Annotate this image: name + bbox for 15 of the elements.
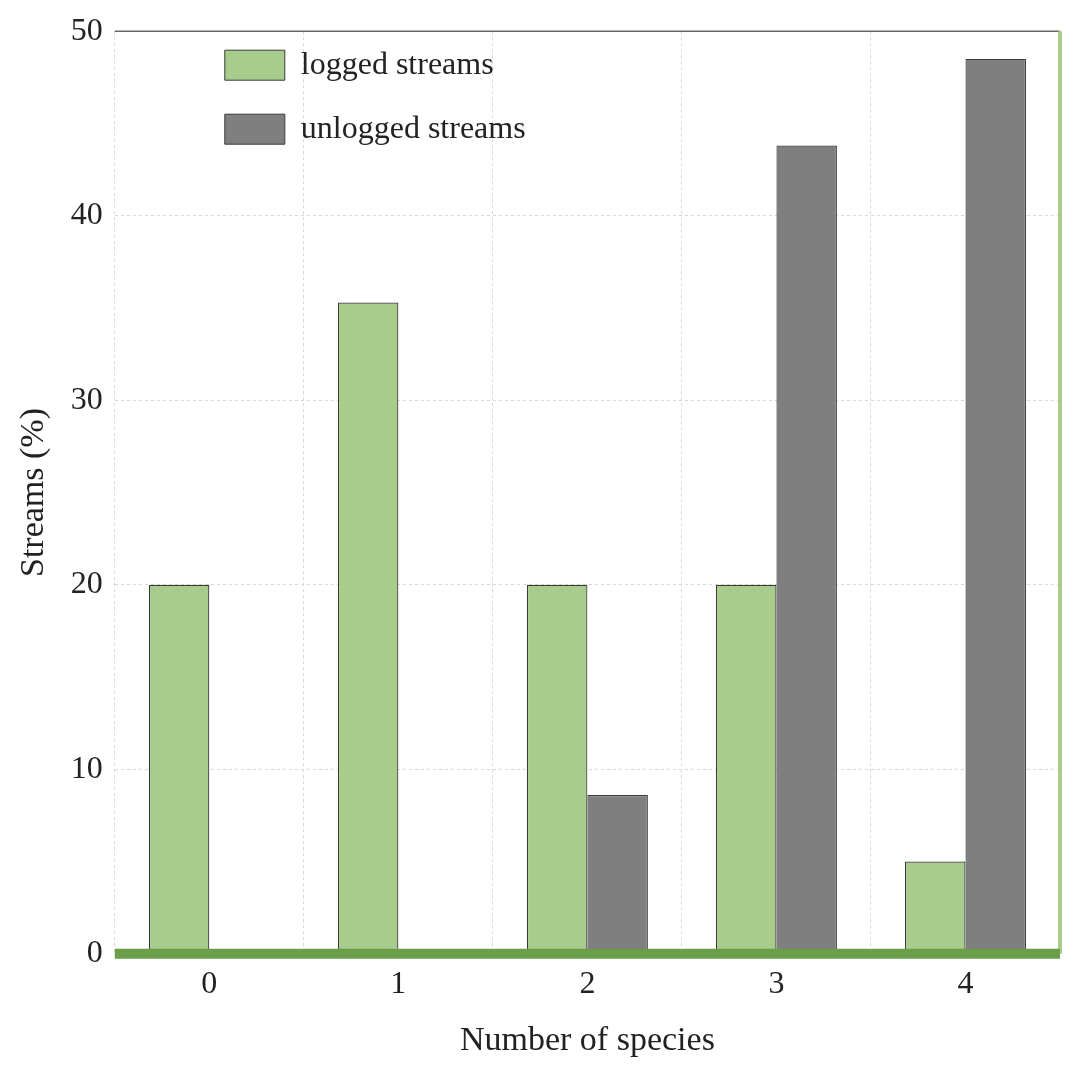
y-tick-label: 0 [86,933,103,970]
y-tick-label: 10 [70,748,103,785]
y-tick-label: 40 [70,195,103,232]
x-tick-label: 0 [201,964,218,1001]
x-axis-title: Number of species [459,1019,715,1057]
legend-label: logged streams [300,44,494,81]
y-axis-title: Streams (%) [13,407,52,578]
x-tick-label: 2 [579,964,596,1001]
y-tick-label: 50 [70,10,103,47]
y-tick-label: 30 [70,379,103,416]
x-tick-label: 4 [957,964,974,1001]
legend-label: unlogged streams [300,108,526,145]
x-tick-label: 1 [390,964,407,1001]
y-tick-label: 20 [70,564,103,601]
x-tick-label: 3 [768,964,785,1001]
